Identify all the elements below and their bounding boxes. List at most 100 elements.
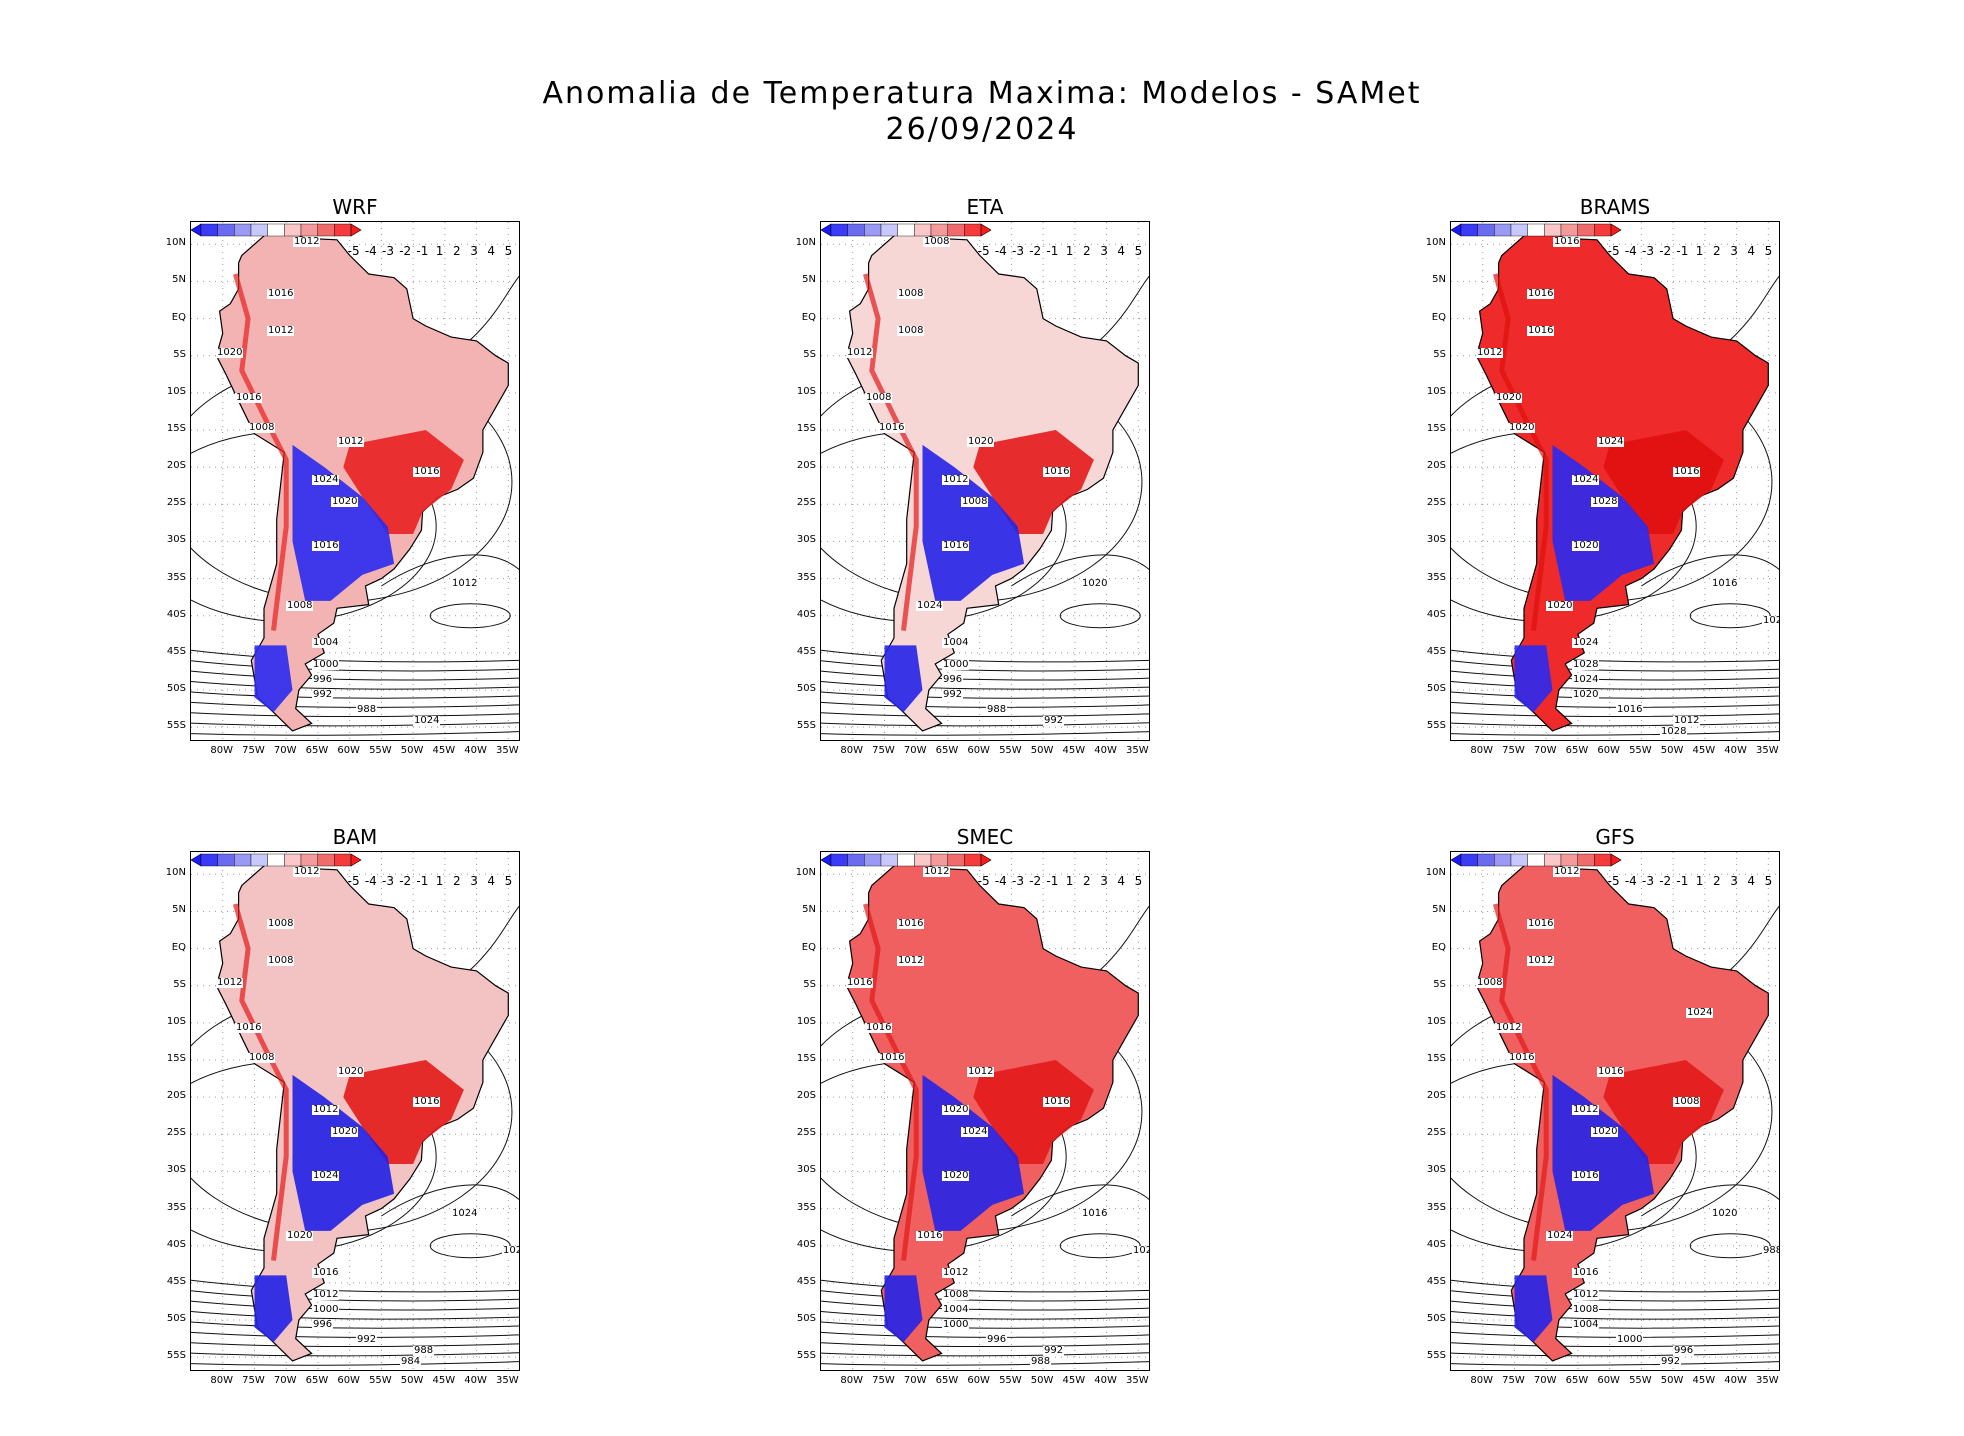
colorbar-tick-label: 1 [1695, 244, 1704, 258]
isobar-label: 1028 [1591, 496, 1619, 507]
lon-tick-label: 35W [1755, 1375, 1779, 1386]
warm-anomaly-area [343, 430, 464, 534]
lat-tick-label: EQ [1431, 311, 1446, 323]
lat-tick-label: 35S [166, 1201, 186, 1213]
lat-tick-label: 15S [1426, 423, 1446, 434]
isobar-label: 1016 [1527, 325, 1555, 336]
lat-tick-label: 35S [166, 571, 186, 583]
lat-tick-label: 55S [166, 1350, 186, 1362]
lat-tick-label: 55S [1426, 720, 1446, 732]
isobar-label: 1008 [1476, 977, 1504, 988]
isobar-label: 1024 [1546, 1230, 1574, 1241]
isobar-label: 1016 [1673, 466, 1701, 477]
lat-tick-label: 35S [796, 1201, 816, 1213]
lat-tick-label: 20S [1426, 460, 1446, 472]
isobar-label: 1016 [878, 422, 906, 433]
lon-tick-label: 75W [872, 1375, 895, 1386]
isobar-label: 1020 [942, 1104, 970, 1115]
lat-tick-label: 30S [166, 534, 186, 546]
colorbar-tick-label: -2 [1029, 874, 1042, 888]
lat-tick-label: 20S [166, 1090, 186, 1102]
lon-tick-label: 40W [1094, 1375, 1117, 1386]
isobar-label: 1024 [1686, 1007, 1714, 1018]
isobar-label: 1016 [413, 466, 441, 477]
lat-tick-label: 10S [1426, 1015, 1446, 1027]
lat-tick-label: 25S [1426, 497, 1446, 509]
map-canvas [191, 222, 519, 740]
isobar-label: 1000 [312, 1304, 340, 1315]
lat-tick-label: EQ [801, 941, 816, 953]
lat-tick-label: 30S [166, 1164, 186, 1176]
isobar-label: 1008 [961, 496, 989, 507]
lon-tick-label: 80W [1470, 745, 1494, 756]
lon-tick-label: 70W [1533, 745, 1557, 756]
isobar-label: 1020 [1546, 600, 1574, 611]
lat-tick-label: EQ [801, 311, 816, 323]
isobar-label: 1016 [1616, 704, 1644, 715]
isobar-label: 988 [356, 704, 378, 715]
colorbar-tick-label: -1 [1676, 874, 1689, 888]
andes-strip [1492, 903, 1549, 1261]
isobar-label: 1012 [942, 474, 970, 485]
isobar-label: 1008 [897, 325, 925, 336]
colorbar-tick-label: -2 [1029, 244, 1042, 258]
lat-tick-label: 45S [1426, 645, 1446, 657]
isobar-label: 1008 [942, 1289, 970, 1300]
isobar-label: 1016 [942, 540, 970, 551]
isobar-label: 996 [942, 674, 964, 685]
isobar-label: 1012 [1476, 347, 1504, 358]
isobar-label: 1024 [312, 474, 340, 485]
isobar-label: 1012 [451, 578, 479, 589]
lon-tick-label: 70W [273, 745, 297, 756]
lat-tick-label: 25S [166, 497, 186, 509]
map-frame: -5 -4 -3 -2 -1 1 2 3 4 5 1012 1016 1012 1016 1016 1016 1… [820, 851, 1150, 1371]
colorbar-tick-label: -1 [1046, 874, 1059, 888]
lon-tick-label: 60W [1597, 1375, 1620, 1386]
colorbar-tick-label: 3 [1100, 874, 1108, 888]
colorbar [821, 223, 992, 237]
colorbar-tick-label: 1 [435, 244, 444, 258]
isobar-label: 1000 [942, 659, 970, 670]
lon-tick-label: 45W [1692, 745, 1716, 756]
isobar-label: 1024 [961, 1126, 989, 1137]
lat-tick-label: 5N [1432, 904, 1446, 916]
lon-tick-label: 60W [337, 745, 360, 756]
lat-tick-label: 50S [166, 683, 186, 694]
lat-tick-label: 10N [1425, 237, 1446, 249]
lat-tick-label: 15S [796, 1053, 816, 1064]
isobar-label: 992 [942, 689, 964, 700]
isobar-label: 1020 [942, 1170, 970, 1181]
isobar-label: 1016 [1527, 288, 1555, 299]
lat-tick-label: 45S [796, 1275, 816, 1287]
lon-tick-label: 65W [305, 1375, 329, 1386]
isobar-label: 1020 [1572, 689, 1600, 700]
isobar-label: 1020 [1508, 422, 1536, 433]
isobar-label: 1016 [1597, 1066, 1625, 1077]
colorbar-tick-label: -5 [347, 874, 360, 888]
lat-tick-label: 5S [1433, 978, 1446, 990]
lat-tick-label: 10N [165, 237, 186, 249]
colorbar-tick-label: 2 [1083, 244, 1091, 258]
map-frame: -5 -4 -3 -2 -1 1 2 3 4 5 1008 1008 1008 1012 1008 1016 1… [820, 221, 1150, 741]
colorbar-tick-label: -4 [994, 244, 1007, 258]
colorbar-labels: -5 -4 -3 -2 -1 1 2 3 4 5 [975, 874, 1147, 888]
isobar-label: 1012 [293, 866, 321, 877]
colorbar-tick-label: -3 [1012, 244, 1024, 258]
colorbar-tick-label: -4 [364, 244, 377, 258]
colorbar-tick-label: 5 [1764, 244, 1773, 258]
andes-strip [862, 273, 919, 631]
lon-tick-label: 55W [999, 1375, 1022, 1386]
colorbar-tick-label: 5 [1134, 244, 1143, 258]
andes-strip [1492, 273, 1549, 631]
colorbar-tick-label: -5 [977, 244, 990, 258]
isobar-label: 1020 [1081, 578, 1109, 589]
isobar-label: 1024 [1572, 674, 1600, 685]
lat-tick-label: 25S [796, 1127, 816, 1139]
isobar-label: 1000 [312, 659, 340, 670]
isobar-label: 996 [312, 1319, 334, 1330]
isobar-label: 1024 [1572, 474, 1600, 485]
colorbar-tick-label: 2 [1713, 244, 1721, 258]
isobar-label: 996 [986, 1334, 1008, 1345]
panel-title: GFS [1595, 825, 1635, 849]
lon-tick-label: 40W [464, 1375, 487, 1386]
